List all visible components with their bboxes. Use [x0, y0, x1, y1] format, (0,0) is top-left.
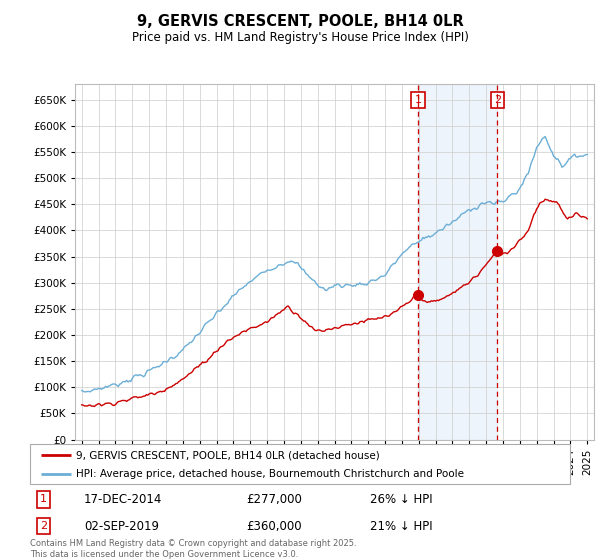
- Text: 9, GERVIS CRESCENT, POOLE, BH14 0LR (detached house): 9, GERVIS CRESCENT, POOLE, BH14 0LR (det…: [76, 450, 380, 460]
- Text: HPI: Average price, detached house, Bournemouth Christchurch and Poole: HPI: Average price, detached house, Bour…: [76, 469, 464, 479]
- Text: 2: 2: [40, 521, 47, 531]
- Text: 21% ↓ HPI: 21% ↓ HPI: [370, 520, 433, 533]
- Text: 9, GERVIS CRESCENT, POOLE, BH14 0LR: 9, GERVIS CRESCENT, POOLE, BH14 0LR: [137, 14, 463, 29]
- Bar: [418, 84, 497, 440]
- Text: £360,000: £360,000: [246, 520, 302, 533]
- Text: Contains HM Land Registry data © Crown copyright and database right 2025.
This d: Contains HM Land Registry data © Crown c…: [30, 539, 356, 559]
- Text: 26% ↓ HPI: 26% ↓ HPI: [370, 493, 433, 506]
- Text: 1: 1: [40, 494, 47, 505]
- Text: £277,000: £277,000: [246, 493, 302, 506]
- Text: 2: 2: [494, 95, 501, 105]
- Text: 02-SEP-2019: 02-SEP-2019: [84, 520, 159, 533]
- Text: 1: 1: [415, 95, 422, 105]
- Text: Price paid vs. HM Land Registry's House Price Index (HPI): Price paid vs. HM Land Registry's House …: [131, 31, 469, 44]
- FancyBboxPatch shape: [30, 444, 570, 484]
- Text: 17-DEC-2014: 17-DEC-2014: [84, 493, 163, 506]
